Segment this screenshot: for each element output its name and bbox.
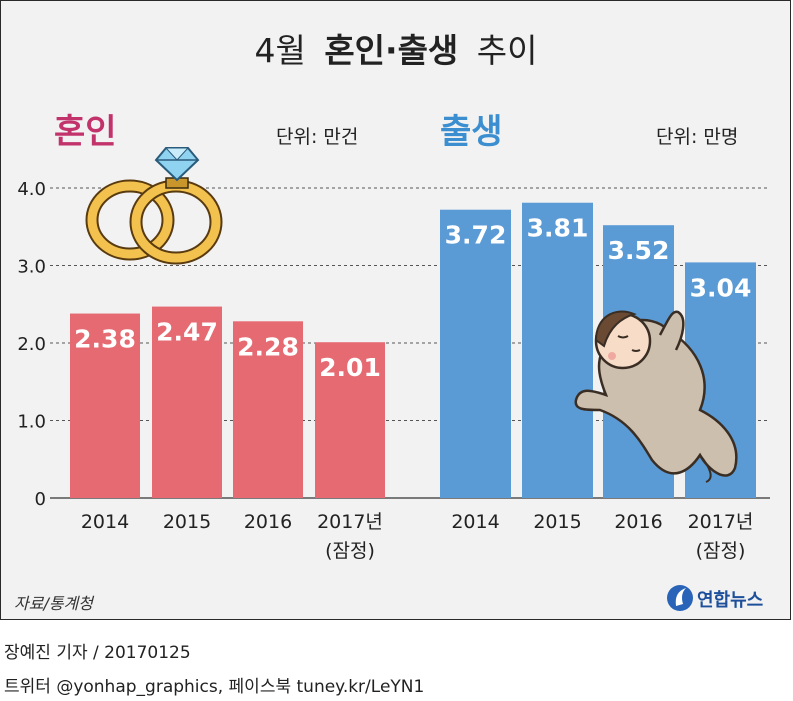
- birth-category-label: 2015: [533, 511, 581, 533]
- wedding-rings-illustration: [85, 147, 223, 265]
- birth-bars: 3.72 2014 3.81 2015 3.52 2016 3.04 2017년 (잠정): [440, 202, 756, 562]
- marriage-value-label: 2.28: [237, 332, 299, 361]
- birth-unit-label: 단위: 만명: [656, 126, 738, 148]
- birth-category-label: 2014: [451, 511, 499, 533]
- credit-social: 트위터 @yonhap_graphics, 페이스북 tuney.kr/LeYN…: [4, 677, 425, 697]
- birth-bar: [522, 202, 593, 498]
- marriage-category-label: 2015: [163, 511, 211, 533]
- baby-illustration: [574, 310, 738, 483]
- birth-category-label: 2017년: [688, 511, 754, 533]
- birth-value-label: 3.81: [527, 214, 589, 243]
- birth-value-label: 3.04: [690, 273, 752, 302]
- birth-category-label: (잠정): [696, 540, 746, 562]
- marriage-panel-title: 혼인: [54, 112, 117, 152]
- birth-bar: [440, 209, 511, 498]
- chart-svg: 4월 혼인·출생 추이 혼인 단위: 만건 출생 단위: 만명 4.0 3.0 2.…: [14, 31, 770, 613]
- marriage-bars: 2.38 2014 2.47 2015 2.28 2016 2.01 2017년 (잠정): [70, 306, 385, 562]
- marriage-value-label: 2.38: [74, 325, 136, 354]
- source-label: 자료/통계청: [14, 594, 95, 613]
- marriage-bar: [152, 306, 222, 498]
- marriage-bar: [70, 313, 140, 498]
- agency-logo: 연합뉴스: [667, 585, 763, 611]
- y-tick-label: 0: [35, 489, 46, 510]
- title-month: 4월: [254, 31, 305, 70]
- marriage-bar: [233, 321, 303, 498]
- marriage-category-label: 2014: [81, 511, 129, 533]
- marriage-category-label: 2017년: [317, 511, 383, 533]
- title-rest: 추이: [477, 31, 538, 70]
- marriage-category-label: 2016: [244, 511, 292, 533]
- birth-value-label: 3.52: [608, 236, 670, 265]
- agency-name: 연합뉴스: [697, 589, 763, 611]
- marriage-value-label: 2.01: [319, 353, 381, 382]
- credit-reporter: 장예진 기자 / 20170125: [4, 643, 191, 663]
- y-tick-label: 3.0: [17, 257, 46, 278]
- y-axis: 4.0 3.0 2.0 1.0 0: [17, 179, 46, 510]
- chart-title: 4월 혼인·출생 추이: [254, 31, 537, 70]
- y-tick-label: 1.0: [17, 412, 46, 433]
- title-bold: 혼인·출생: [324, 31, 458, 70]
- y-tick-label: 2.0: [17, 334, 46, 355]
- birth-category-label: 2016: [614, 511, 662, 533]
- marriage-bar: [315, 342, 385, 498]
- marriage-unit-label: 단위: 만건: [276, 126, 358, 148]
- y-tick-label: 4.0: [17, 179, 46, 200]
- birth-value-label: 3.72: [445, 221, 507, 250]
- marriage-value-label: 2.47: [156, 318, 218, 347]
- marriage-category-label: (잠정): [325, 540, 375, 562]
- birth-panel-title: 출생: [440, 112, 503, 152]
